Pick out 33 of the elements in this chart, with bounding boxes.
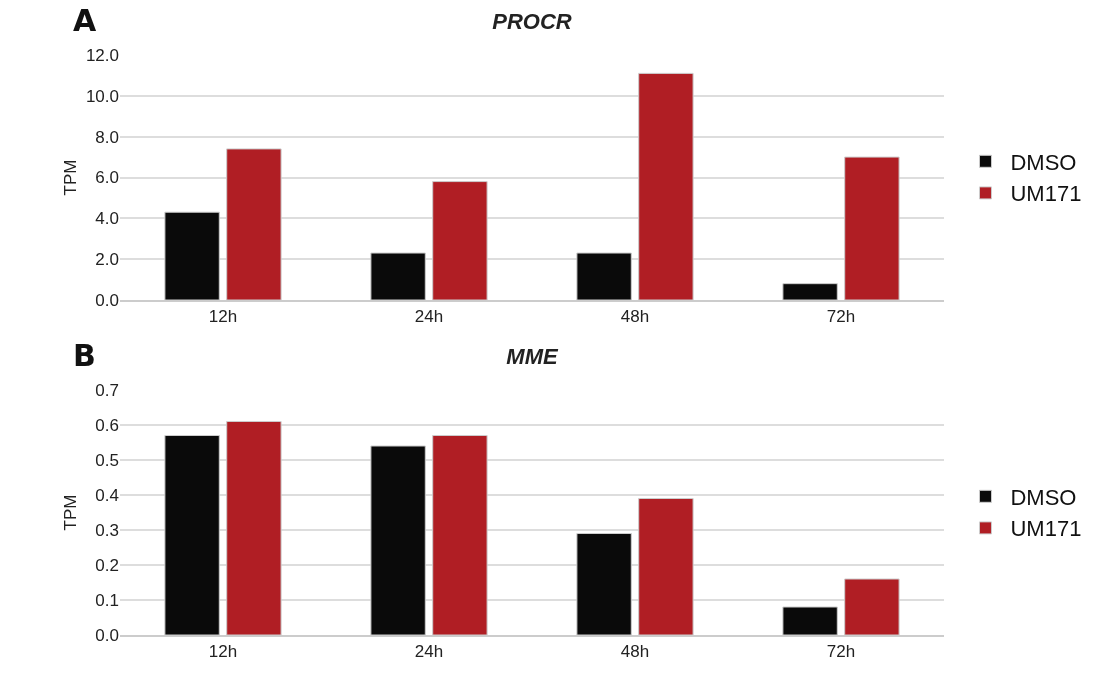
y-tick-label: 0.0 — [95, 625, 119, 645]
y-tick-label: 0.6 — [95, 415, 119, 435]
y-axis-title: TPM — [61, 494, 80, 531]
x-tick-label: 48h — [620, 642, 650, 662]
y-tick-label: 6.0 — [95, 168, 119, 188]
legend-label: UM171 — [1010, 516, 1082, 542]
chart-title: PROCR — [492, 8, 572, 34]
y-tick-label: 0.0 — [95, 290, 119, 310]
y-tick-label: 2.0 — [95, 250, 119, 270]
y-tick-label: 12.0 — [85, 45, 119, 65]
legend-label: DMSO — [1010, 484, 1077, 510]
y-tick-label: 0.5 — [95, 450, 119, 470]
y-axis-title: TPM — [61, 159, 80, 196]
x-tick-label: 72h — [826, 307, 856, 327]
x-tick-label: 24h — [414, 307, 444, 327]
y-tick-label: 8.0 — [95, 127, 119, 147]
y-tick-label: 0.4 — [95, 485, 119, 505]
legend-label: DMSO — [1010, 149, 1077, 175]
legend-label: UM171 — [1010, 181, 1082, 207]
y-tick-label: 0.3 — [95, 520, 119, 540]
chart-title: MME — [506, 343, 559, 369]
y-tick-label: 10.0 — [85, 86, 119, 106]
text: B — [73, 338, 96, 373]
y-tick-label: 0.1 — [95, 590, 119, 610]
x-tick-label: 24h — [414, 642, 444, 662]
text: A — [73, 3, 97, 38]
x-tick-label: 12h — [208, 642, 238, 662]
x-tick-label: 48h — [620, 307, 650, 327]
y-tick-label: 0.7 — [95, 380, 119, 400]
x-tick-label: 12h — [208, 307, 238, 327]
y-tick-label: 0.2 — [95, 555, 119, 575]
x-tick-label: 72h — [826, 642, 856, 662]
y-tick-label: 4.0 — [95, 209, 119, 229]
